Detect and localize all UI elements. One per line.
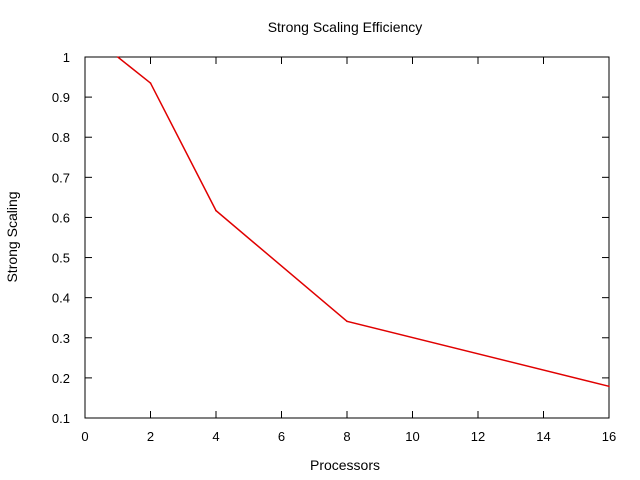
plot-border (84, 56, 610, 419)
x-tick-label: 12 (471, 429, 485, 444)
y-tick-label: 1 (63, 50, 70, 65)
x-tick-label: 2 (147, 429, 154, 444)
series-layer (116, 56, 610, 388)
y-axis: 0.1 0.2 0.3 0.4 0.5 0.6 0.7 0.8 0.9 1 (52, 50, 609, 426)
x-tick-label: 6 (278, 429, 285, 444)
series-line (117, 56, 610, 388)
x-tick-label: 16 (602, 429, 616, 444)
y-axis-label: Strong Scaling (4, 191, 20, 282)
data-point (149, 82, 152, 84)
x-tick-label: 0 (81, 429, 88, 444)
x-tick-label: 10 (405, 429, 419, 444)
x-axis-label: Processors (310, 457, 380, 473)
y-tick-label: 0.4 (52, 291, 70, 306)
plot-frame (84, 56, 610, 419)
y-tick-label: 0.7 (52, 170, 70, 185)
y-tick-label: 0.6 (52, 210, 70, 225)
data-point (608, 385, 610, 388)
y-tick-label: 0.8 (52, 130, 70, 145)
y-tick-label: 0.2 (52, 371, 70, 386)
y-tick-label: 0.9 (52, 90, 70, 105)
data-point (346, 320, 348, 323)
x-tick-label: 4 (212, 429, 219, 444)
data-point (116, 56, 119, 58)
x-tick-label: 8 (343, 429, 350, 444)
y-tick-label: 0.5 (52, 251, 70, 266)
x-tick-label: 14 (536, 429, 550, 444)
y-tick-label: 0.1 (52, 411, 70, 426)
y-tick-label: 0.3 (52, 331, 70, 346)
chart-title: Strong Scaling Efficiency (268, 19, 423, 35)
x-axis: 0 2 4 6 8 10 12 14 16 (81, 57, 616, 444)
data-point (215, 209, 217, 212)
